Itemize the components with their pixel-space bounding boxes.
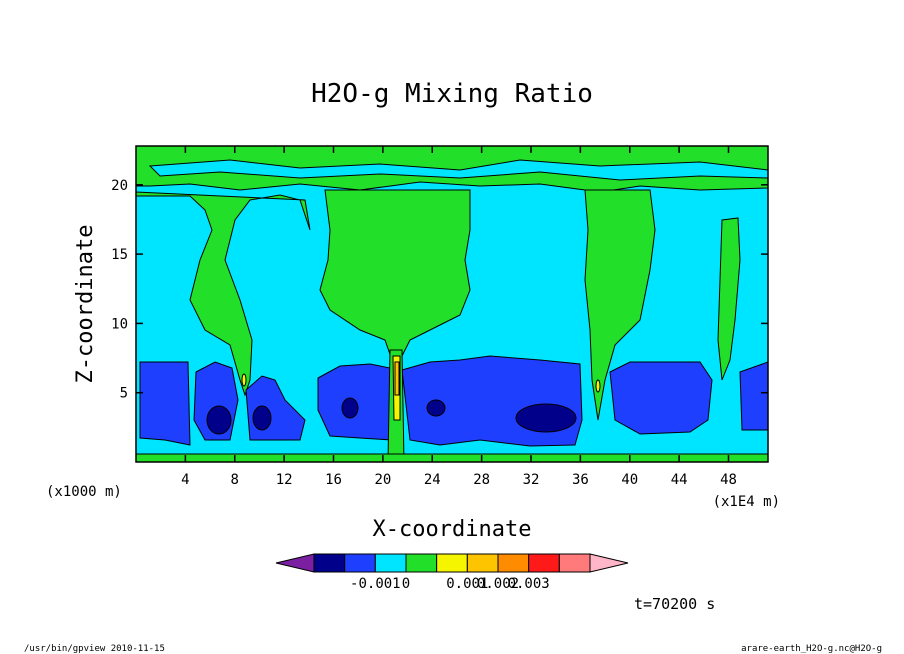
colorbar-bin [558, 553, 591, 573]
x-tick-label: 4 [181, 472, 189, 488]
colorbar-bin [497, 553, 530, 573]
plot-frame [135, 145, 769, 463]
colorbar-label: 0.003 [508, 576, 550, 592]
contour-region-green-plume-far-right [717, 217, 741, 381]
x-unit-left: (x1000 m) [46, 484, 122, 500]
x-tick-label: 28 [473, 472, 490, 488]
colorbar-label: -0.001 [350, 576, 401, 592]
footer-right: arare-earth_H2O-g.nc@H2O-g [741, 644, 882, 654]
contour-region-yellow-spot-2 [595, 379, 601, 393]
y-axis-label: Z-coordinate [73, 225, 98, 384]
colorbar-arrow-high [589, 553, 629, 573]
contour-region-green-plume-right [584, 189, 656, 421]
colorbar-bin [374, 553, 407, 573]
colorbar-bin [466, 553, 499, 573]
x-tick-label: 12 [276, 472, 293, 488]
x-tick-label: 44 [671, 472, 688, 488]
contour-region-blue-right [739, 361, 768, 431]
contour-region-yellow-spot [241, 373, 247, 387]
x-tick-label: 16 [325, 472, 342, 488]
x-tick-label: 20 [374, 472, 391, 488]
x-tick-label: 48 [720, 472, 737, 488]
x-tick-label: 32 [523, 472, 540, 488]
contour-region-darkblue-2 [252, 405, 272, 431]
colorbar-bin [436, 553, 468, 573]
y-tick-label: 15 [111, 247, 128, 263]
x-axis: 4 8 12 16 20 24 28 32 36 40 44 48 [181, 146, 737, 488]
contour-region-darkblue-4 [426, 399, 446, 417]
x-tick-label: 24 [424, 472, 441, 488]
colorbar-label: 0 [402, 576, 410, 592]
colorbar-label: 0.001 [446, 576, 488, 592]
x-tick-label: 36 [572, 472, 589, 488]
contour-region-blue-d [401, 355, 583, 447]
x-axis-label: X-coordinate [373, 517, 532, 542]
colorbar-label: 0.002 [477, 576, 519, 592]
contour-region-green-plume-left [136, 191, 311, 397]
contour-region-blue-e [609, 361, 713, 435]
chart-title: H2O-g Mixing Ratio [311, 79, 593, 109]
x-unit-right: (x1E4 m) [713, 494, 780, 510]
colorbar-bin [405, 553, 438, 573]
y-tick-label: 5 [120, 386, 128, 402]
contour-region-blue-left [139, 361, 191, 446]
y-tick-label: 20 [111, 178, 128, 194]
y-axis: 5 10 15 20 [111, 178, 768, 402]
time-label: t=70200 s [634, 595, 715, 613]
colorbar-arrow-low [275, 553, 315, 573]
contour-region-darkblue-1 [206, 405, 232, 435]
colorbar-bin [313, 553, 346, 573]
y-tick-label: 10 [111, 316, 128, 332]
footer-left: /usr/bin/gpview 2010-11-15 [24, 644, 165, 654]
x-tick-label: 40 [621, 472, 638, 488]
contour-field [136, 146, 768, 462]
colorbar-bin [528, 553, 560, 573]
contour-region-darkblue-5 [515, 403, 577, 433]
contour-region-cyan-top [148, 159, 768, 181]
x-tick-label: 8 [231, 472, 239, 488]
contour-region-orange-column [394, 361, 400, 396]
colorbar-bin [344, 553, 376, 573]
contour-region-darkblue-3 [341, 397, 359, 419]
contour-region-green-bottom [136, 453, 768, 462]
